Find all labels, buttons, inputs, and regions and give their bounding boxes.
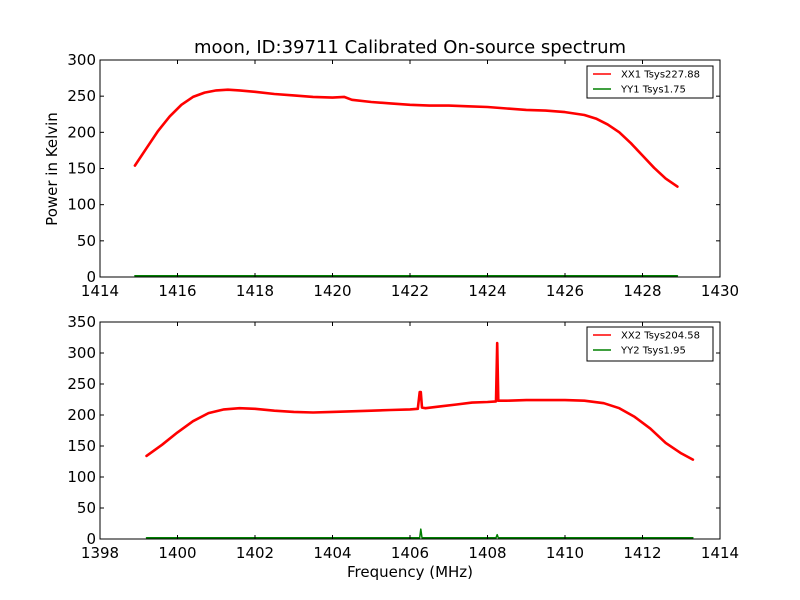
- chart-title: moon, ID:39711 Calibrated On-source spec…: [194, 37, 626, 58]
- legend-label: XX2 Tsys204.58: [621, 331, 700, 342]
- y-tick-label: 250: [67, 375, 96, 393]
- y-tick-label: 100: [67, 196, 96, 214]
- y-tick-label: 150: [67, 160, 96, 178]
- x-tick-label: 1420: [313, 282, 351, 300]
- y-tick-label: 300: [67, 344, 96, 362]
- top-y-axis-label: Power in Kelvin: [43, 112, 61, 226]
- y-tick-label: 200: [67, 123, 96, 141]
- x-tick-label: 1400: [158, 544, 196, 562]
- plot-panel-2: 1398 1400 1402 1404 1406 1408 1410 1412 1414 0 50 1…: [67, 313, 739, 562]
- legend-label: XX1 Tsys227.88: [621, 70, 700, 81]
- y-tick-label: 250: [67, 87, 96, 105]
- x-tick-label: 1418: [236, 282, 274, 300]
- x-tick-label: 1422: [391, 282, 429, 300]
- legend-label: YY1 Tsys1.75: [620, 85, 686, 96]
- y-tick-label: 50: [77, 499, 96, 517]
- y-tick-label: 100: [67, 468, 96, 486]
- y-tick-label: 50: [77, 232, 96, 250]
- x-tick-label: 1428: [623, 282, 661, 300]
- x-tick-label: 1426: [546, 282, 584, 300]
- x-tick-label: 1408: [468, 544, 506, 562]
- y-tick-label: 0: [86, 268, 96, 286]
- x-tick-label: 1416: [158, 282, 196, 300]
- legend: XX1 Tsys227.88 YY1 Tsys1.75: [586, 65, 714, 99]
- legend: XX2 Tsys204.58 YY2 Tsys1.95: [586, 326, 714, 362]
- legend-box: [586, 65, 714, 99]
- x-tick-label: 1404: [313, 544, 351, 562]
- x-tick-label: 1414: [81, 282, 119, 300]
- legend-box: [586, 326, 714, 362]
- y-tick-label: 150: [67, 437, 96, 455]
- y-tick-label: 200: [67, 406, 96, 424]
- x-tick-label: 1406: [391, 544, 429, 562]
- x-tick-label: 1410: [546, 544, 584, 562]
- x-tick-label: 1402: [236, 544, 274, 562]
- series-line-xx2: [145, 341, 695, 461]
- series-line-xx1: [133, 88, 679, 188]
- x-tick-label: 1412: [623, 544, 661, 562]
- x-tick-label: 1424: [468, 282, 506, 300]
- y-tick-label: 300: [67, 51, 96, 69]
- legend-label: YY2 Tsys1.95: [620, 346, 686, 357]
- series-line-yy2: [145, 528, 694, 539]
- x-tick-label: 1430: [701, 282, 739, 300]
- x-tick-label: 1414: [701, 544, 739, 562]
- y-tick-label: 0: [86, 530, 96, 548]
- y-tick-label: 350: [67, 313, 96, 331]
- x-tick-label: 1398: [81, 544, 119, 562]
- plot-panel-1: 1414 1416 1418 1420 1422 1424 1426 1428 1430 0 50 1…: [67, 51, 739, 300]
- bottom-x-axis-label: Frequency (MHz): [347, 563, 473, 581]
